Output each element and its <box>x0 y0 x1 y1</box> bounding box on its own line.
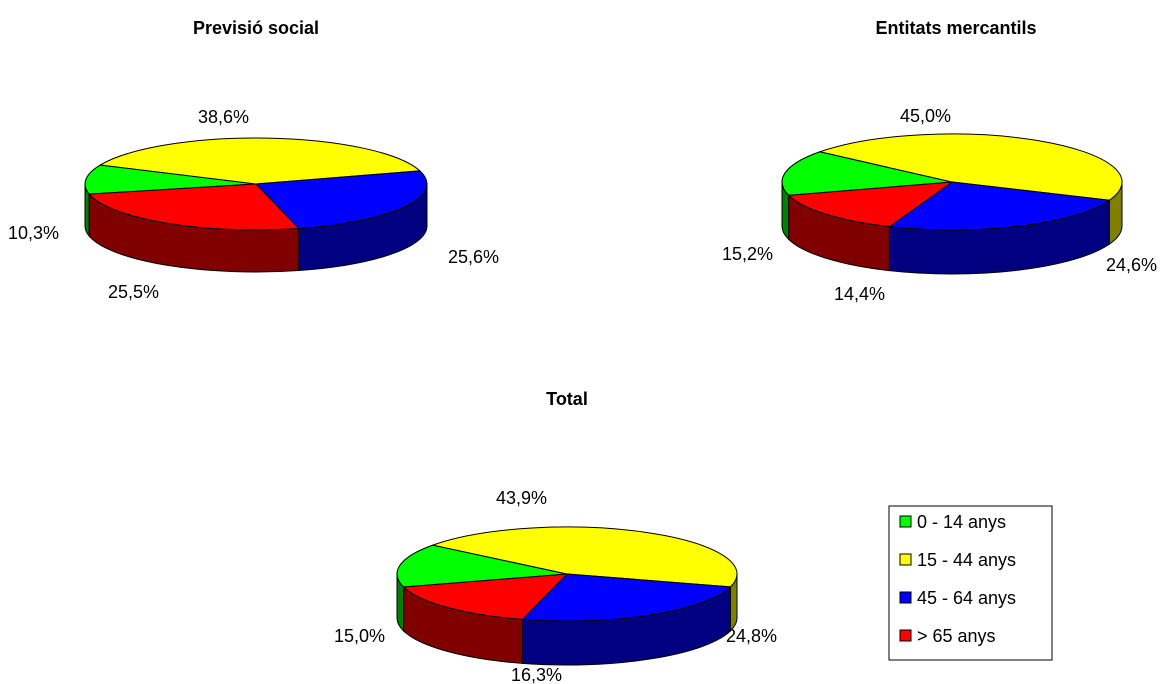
slice-label-0-14: 15,0% <box>334 626 385 646</box>
pie-slice-65-plus <box>402 573 569 620</box>
pie-slice-65-plus <box>88 183 300 231</box>
slice-label-15-44: 38,6% <box>198 107 249 127</box>
chart-title-total: Total <box>546 389 588 409</box>
pie-slice-0-14 <box>396 544 568 588</box>
chart-title-previsio-social: Previsió social <box>193 18 319 38</box>
legend-label-45-64: 45 - 64 anys <box>917 588 1016 608</box>
slice-label-65-plus: 14,4% <box>834 284 885 304</box>
pie-chart-entitats-mercantils: Entitats mercantils 15,2% 45,0% 24,6% 14… <box>722 18 1157 304</box>
slice-label-45-64: 25,6% <box>448 247 499 267</box>
legend-swatch-15-44 <box>899 553 912 566</box>
legend-box <box>888 505 1053 661</box>
legend-label-15-44: 15 - 44 anys <box>917 550 1016 570</box>
slice-label-65-plus: 25,5% <box>108 282 159 302</box>
slice-label-15-44: 45,0% <box>900 106 951 126</box>
pie-slice-45-64 <box>521 573 732 622</box>
pie-slice-45-64 <box>888 181 1111 231</box>
slice-label-0-14: 15,2% <box>722 244 773 264</box>
slice-label-65-plus: 16,3% <box>511 665 562 684</box>
slice-label-15-44: 43,9% <box>496 488 547 508</box>
legend-swatch-0-14 <box>899 515 912 528</box>
slice-label-45-64: 24,8% <box>726 626 777 646</box>
pie-chart-previsio-social: Previsió social 10,3% 38,6% 25,6% 25,5% <box>8 18 499 302</box>
pie-slice-0-14 <box>781 151 953 196</box>
pie-slice-45-64 <box>254 170 428 230</box>
slice-label-45-64: 24,6% <box>1106 255 1157 275</box>
legend-swatch-45-64 <box>899 591 912 604</box>
pie-chart-total: Total 15,0% 43,9% 24,8% 16,3% <box>334 389 777 684</box>
legend-label-65-plus: > 65 anys <box>917 626 996 646</box>
chart-legend: 0 - 14 anys 15 - 44 anys 45 - 64 anys > … <box>888 505 1053 661</box>
pie-slice-65-plus <box>787 181 954 228</box>
legend-label-0-14: 0 - 14 anys <box>917 512 1006 532</box>
pie-slice-0-14 <box>84 164 257 195</box>
chart-title-entitats-mercantils: Entitats mercantils <box>875 18 1036 38</box>
pie-slice-15-44 <box>430 526 738 588</box>
pie-slice-15-44 <box>818 133 1123 201</box>
slice-label-0-14: 10,3% <box>8 223 59 243</box>
pie-slice-15-44 <box>98 137 422 185</box>
legend-swatch-65-plus <box>899 629 912 642</box>
